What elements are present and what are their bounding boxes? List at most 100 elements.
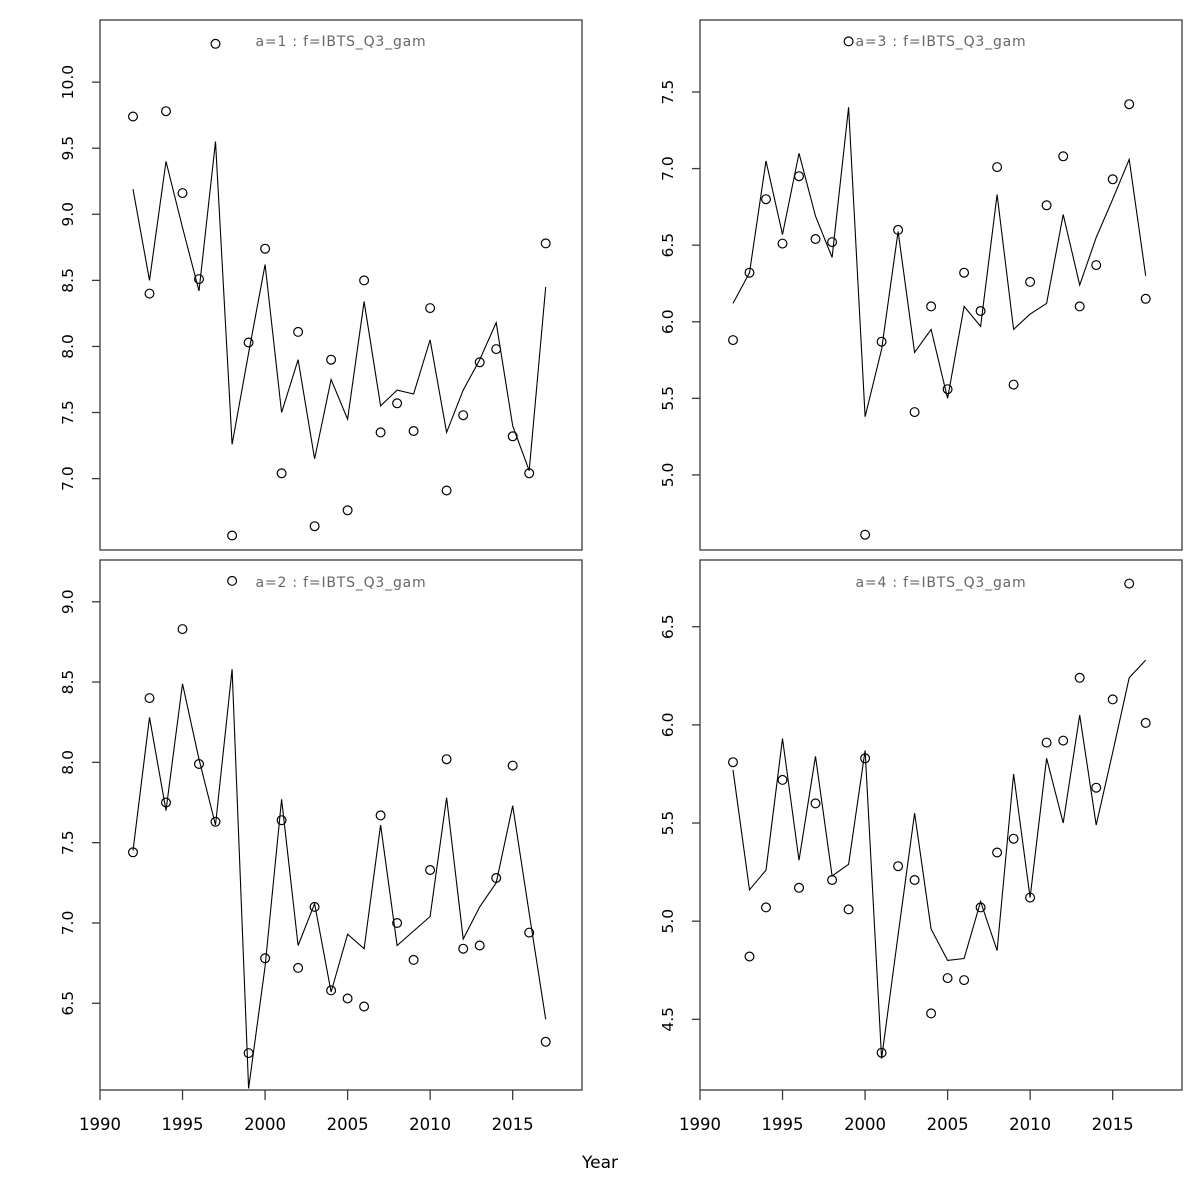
panel-frame bbox=[699, 559, 1183, 1091]
observed-points-a2 bbox=[128, 575, 551, 1059]
observation-point bbox=[441, 754, 452, 765]
observation-point bbox=[793, 171, 804, 182]
observation-point bbox=[810, 798, 821, 809]
observation-point bbox=[210, 816, 221, 827]
observation-point bbox=[1091, 782, 1102, 793]
observation-point bbox=[326, 985, 337, 996]
observation-point bbox=[276, 815, 287, 826]
x-axis-a4: 1990 1995 2000 2005 2010 2015 bbox=[679, 1090, 1134, 1134]
observation-point bbox=[843, 36, 854, 47]
y-tick-label: 5.5 bbox=[659, 811, 677, 836]
y-tick-label: 6.0 bbox=[659, 713, 677, 738]
panel-title-a1: a=1 : f=IBTS_Q3_gam bbox=[255, 34, 427, 50]
observation-point bbox=[777, 774, 788, 785]
x-tick-label: 2015 bbox=[492, 1115, 534, 1134]
x-tick-label: 2005 bbox=[927, 1115, 969, 1134]
observation-point bbox=[342, 993, 353, 1004]
observation-point bbox=[827, 874, 838, 885]
panel-a4: 4.5 5.0 5.5 6.0 6.5 1990 1995 2000 2005 2010 2015 bbox=[659, 559, 1183, 1134]
y-tick-label: 9.5 bbox=[59, 136, 77, 161]
observation-point bbox=[1091, 260, 1102, 271]
y-tick-label: 6.5 bbox=[59, 991, 77, 1016]
observation-point bbox=[926, 1008, 937, 1019]
observation-point bbox=[1140, 717, 1151, 728]
observation-point bbox=[359, 275, 370, 286]
x-axis-label: Year bbox=[582, 1153, 618, 1173]
panel-a3: 5.0 5.5 6.0 6.5 7.0 7.5 bbox=[659, 19, 1183, 551]
observation-point bbox=[744, 267, 755, 278]
x-tick-label: 2010 bbox=[409, 1115, 451, 1134]
observation-point bbox=[474, 940, 485, 951]
observation-point bbox=[1107, 174, 1118, 185]
observation-point bbox=[144, 693, 155, 704]
observation-point bbox=[992, 162, 1003, 173]
observation-point bbox=[392, 398, 403, 409]
observation-point bbox=[1124, 578, 1135, 589]
x-tick-label: 1995 bbox=[762, 1115, 804, 1134]
observation-point bbox=[375, 810, 386, 821]
panel-frame bbox=[699, 19, 1183, 551]
y-tick-label: 7.0 bbox=[59, 911, 77, 936]
panel-a2: 6.5 7.0 7.5 8.0 8.5 9.0 1990 1995 2000 2005 2010 20… bbox=[59, 559, 583, 1134]
observation-point bbox=[161, 797, 172, 808]
y-tick-label: 6.0 bbox=[659, 309, 677, 334]
observation-point bbox=[909, 407, 920, 418]
panel-frame bbox=[99, 19, 583, 551]
observation-point bbox=[727, 757, 738, 768]
observation-point bbox=[827, 237, 838, 248]
observation-point bbox=[392, 917, 403, 928]
y-tick-label: 7.5 bbox=[659, 80, 677, 105]
observation-point bbox=[161, 106, 172, 117]
observation-point bbox=[1074, 301, 1085, 312]
y-tick-label: 7.5 bbox=[59, 400, 77, 425]
observation-point bbox=[177, 188, 188, 199]
y-axis-a2: 6.5 7.0 7.5 8.0 8.5 9.0 bbox=[59, 589, 100, 1016]
observation-point bbox=[309, 521, 320, 532]
observation-point bbox=[260, 243, 271, 254]
observation-point bbox=[727, 335, 738, 346]
observed-points-a4 bbox=[727, 578, 1151, 1058]
x-tick-label: 1990 bbox=[79, 1115, 121, 1134]
observation-point bbox=[408, 426, 419, 437]
observation-point bbox=[959, 267, 970, 278]
x-tick-label: 1990 bbox=[679, 1115, 721, 1134]
observation-point bbox=[540, 1036, 551, 1047]
panel-title-a2: a=2 : f=IBTS_Q3_gam bbox=[255, 575, 427, 591]
observation-point bbox=[959, 975, 970, 986]
observation-point bbox=[926, 301, 937, 312]
observation-point bbox=[243, 1048, 254, 1059]
observation-point bbox=[1074, 672, 1085, 683]
observation-point bbox=[1008, 379, 1019, 390]
observation-point bbox=[1124, 99, 1135, 110]
y-tick-label: 8.0 bbox=[59, 750, 77, 775]
observation-point bbox=[359, 1001, 370, 1012]
observation-point bbox=[1041, 200, 1052, 211]
panel-title-a3: a=3 : f=IBTS_Q3_gam bbox=[855, 34, 1027, 50]
observation-point bbox=[210, 38, 221, 49]
observation-point bbox=[375, 427, 386, 438]
observation-point bbox=[1058, 735, 1069, 746]
y-axis-a3: 5.0 5.5 6.0 6.5 7.0 7.5 bbox=[659, 80, 700, 487]
observation-point bbox=[1107, 694, 1118, 705]
y-tick-label: 7.0 bbox=[659, 156, 677, 181]
fitted-line-a4 bbox=[732, 659, 1147, 1059]
observation-point bbox=[507, 760, 518, 771]
observation-point bbox=[326, 354, 337, 365]
panel-a1: 7.0 7.5 8.0 8.5 9.0 9.5 10.0 bbox=[59, 19, 583, 551]
observation-point bbox=[810, 234, 821, 245]
y-axis-a1: 7.0 7.5 8.0 8.5 9.0 9.5 10.0 bbox=[59, 65, 100, 491]
observation-point bbox=[1058, 151, 1069, 162]
observation-point bbox=[144, 288, 155, 299]
observation-point bbox=[408, 954, 419, 965]
fitted-line-a3 bbox=[732, 107, 1147, 417]
observation-point bbox=[909, 874, 920, 885]
y-tick-label: 6.5 bbox=[659, 614, 677, 639]
y-tick-label: 9.0 bbox=[59, 202, 77, 227]
x-tick-label: 2000 bbox=[244, 1115, 286, 1134]
observation-point bbox=[843, 904, 854, 915]
x-tick-label: 2005 bbox=[327, 1115, 369, 1134]
y-tick-label: 5.0 bbox=[659, 909, 677, 934]
observed-points-a3 bbox=[727, 36, 1151, 540]
observation-point bbox=[1008, 833, 1019, 844]
